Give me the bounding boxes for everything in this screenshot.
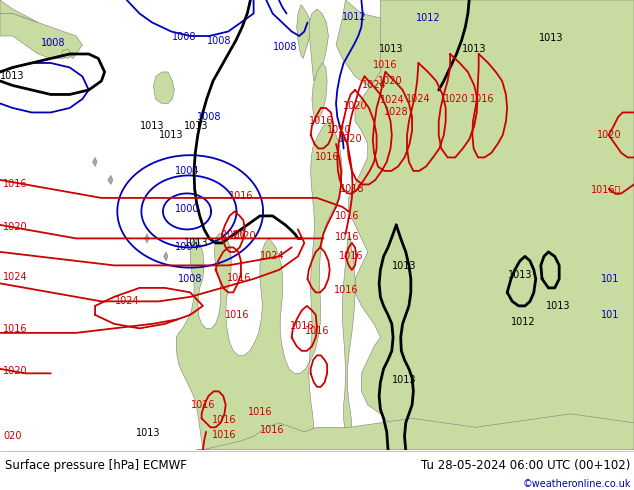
Text: 1016: 1016	[339, 251, 363, 261]
Text: Tu 28-05-2024 06:00 UTC (00+102): Tu 28-05-2024 06:00 UTC (00+102)	[422, 459, 631, 471]
Text: 1013: 1013	[184, 121, 209, 131]
Text: 1013: 1013	[379, 45, 403, 54]
Text: 1013: 1013	[158, 130, 183, 140]
Polygon shape	[145, 234, 149, 243]
Polygon shape	[176, 122, 342, 450]
Text: 1024: 1024	[406, 94, 430, 104]
Polygon shape	[197, 414, 634, 450]
Polygon shape	[108, 175, 113, 184]
Text: 1020: 1020	[597, 130, 621, 140]
Text: 1020: 1020	[223, 230, 247, 240]
Polygon shape	[0, 0, 38, 23]
Text: 020: 020	[3, 431, 22, 441]
Text: 1013: 1013	[508, 270, 532, 280]
Text: 1008: 1008	[197, 112, 221, 122]
Polygon shape	[342, 234, 355, 441]
Text: 1016: 1016	[470, 94, 494, 104]
Text: 1016: 1016	[306, 326, 330, 336]
Text: 1013: 1013	[392, 261, 417, 271]
Text: 1020: 1020	[444, 94, 469, 104]
Text: 1013: 1013	[546, 301, 570, 311]
Text: 1016: 1016	[309, 117, 333, 126]
Text: 1018: 1018	[340, 184, 364, 194]
Text: Surface pressure [hPa] ECMWF: Surface pressure [hPa] ECMWF	[5, 459, 187, 471]
Text: 1013: 1013	[540, 33, 564, 43]
Text: 1016: 1016	[373, 60, 398, 70]
Polygon shape	[164, 252, 168, 261]
Text: 1013: 1013	[462, 45, 486, 54]
Text: 1020: 1020	[3, 366, 28, 376]
Text: 1013: 1013	[0, 72, 25, 81]
Text: 1016: 1016	[191, 400, 215, 410]
Text: 1016: 1016	[212, 430, 236, 441]
Text: 1016: 1016	[212, 415, 236, 425]
Text: 1008: 1008	[178, 274, 202, 284]
Text: 1016: 1016	[229, 191, 253, 201]
Text: ©weatheronline.co.uk: ©weatheronline.co.uk	[522, 479, 631, 489]
Text: 1016: 1016	[3, 324, 28, 334]
Text: 1020: 1020	[378, 76, 402, 86]
Polygon shape	[153, 72, 174, 103]
Text: 1016: 1016	[335, 232, 359, 242]
Text: 1008: 1008	[207, 36, 231, 47]
Text: 1020: 1020	[338, 134, 362, 145]
Polygon shape	[66, 41, 76, 58]
Polygon shape	[312, 63, 327, 122]
Polygon shape	[297, 4, 311, 58]
Text: 101: 101	[602, 310, 619, 320]
Polygon shape	[349, 0, 634, 450]
Text: 1008: 1008	[172, 32, 196, 42]
Polygon shape	[46, 40, 54, 46]
Text: 1013: 1013	[136, 428, 160, 438]
Text: 1000: 1000	[175, 204, 199, 214]
Text: 1008: 1008	[41, 38, 66, 48]
Text: 1020: 1020	[3, 222, 28, 232]
Text: 1016: 1016	[334, 285, 358, 295]
Text: 1024: 1024	[380, 95, 404, 105]
Text: 1024: 1024	[3, 271, 28, 282]
Text: 1016: 1016	[225, 310, 249, 320]
Text: 1012: 1012	[342, 12, 366, 22]
Text: 1016: 1016	[248, 407, 272, 416]
Text: 1016: 1016	[335, 211, 359, 221]
Polygon shape	[309, 9, 328, 81]
Text: 1020: 1020	[344, 101, 368, 111]
Text: 1024: 1024	[362, 80, 386, 91]
Polygon shape	[0, 14, 82, 58]
Text: 1013: 1013	[139, 121, 164, 131]
Text: 1016: 1016	[290, 321, 314, 331]
Text: 1020: 1020	[232, 231, 256, 241]
Text: 1012: 1012	[416, 13, 440, 23]
Text: 1016: 1016	[227, 273, 251, 283]
Text: 1020: 1020	[327, 125, 351, 135]
Text: 1013: 1013	[184, 238, 209, 248]
Text: 1016: 1016	[3, 179, 28, 190]
Text: 1024: 1024	[115, 296, 139, 306]
Text: 1004: 1004	[175, 243, 199, 252]
Text: 1016: 1016	[261, 424, 285, 435]
Text: 1016⨾: 1016⨾	[591, 184, 621, 194]
Text: 1012: 1012	[511, 317, 535, 327]
Text: 1004: 1004	[175, 166, 199, 176]
Polygon shape	[336, 0, 488, 135]
Text: 1016: 1016	[315, 152, 339, 163]
Text: 1013: 1013	[392, 375, 417, 385]
Text: 101: 101	[602, 274, 619, 284]
Text: 1008: 1008	[273, 42, 297, 52]
Polygon shape	[93, 157, 97, 167]
Polygon shape	[62, 49, 71, 58]
Text: 1028: 1028	[384, 107, 408, 118]
Text: 1024: 1024	[261, 251, 285, 261]
